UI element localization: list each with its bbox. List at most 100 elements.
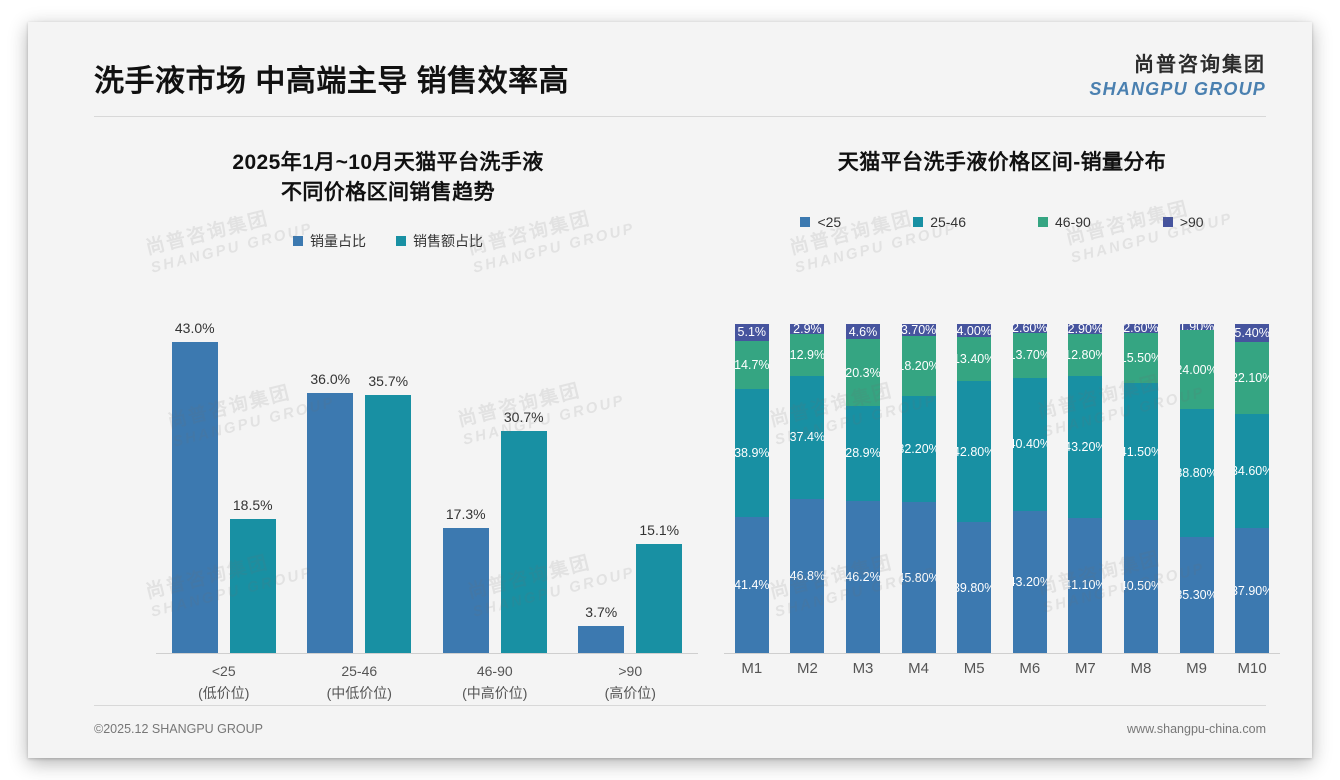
stacked-bar: 5.40% 22.10% 34.60% 37.90% — [1235, 324, 1270, 653]
bar->90-销售额占比[interactable]: 15.1% — [636, 314, 683, 653]
page-title: 洗手液市场 中高端主导 销售效率高 — [94, 65, 570, 98]
x-label-main: >90 — [618, 663, 643, 679]
right-chart-title: 天猫平台洗手液价格区间-销量分布 — [837, 151, 1167, 174]
bar-25-46-销量占比[interactable]: 36.0% — [307, 314, 354, 653]
stack-segment-<25: 46.2% — [845, 500, 880, 653]
x-label-<25: <25 (低价位) — [156, 660, 292, 705]
legend-label: 25-46 — [930, 214, 966, 231]
bar-value-label: 36.0% — [310, 370, 351, 387]
x-label-sub: (高价位) — [604, 685, 656, 702]
stack-segment-label: 32.20% — [902, 442, 936, 457]
stack-segment-25-46: 37.4% — [790, 375, 825, 499]
stack-segment->90: 1.90% — [1179, 324, 1214, 331]
stack-segment-46-90: 20.3% — [845, 339, 880, 406]
left-chart-legend: 销量占比 销售额占比 — [68, 231, 708, 251]
stack-col-M3[interactable]: 4.6% 20.3% 28.9% 46.2% — [835, 324, 891, 653]
x-label-M6: M6 — [1019, 660, 1041, 677]
stack-col-M6[interactable]: 2.60% 13.70% 40.40% 43.20% — [1002, 324, 1058, 653]
chart-panel-volume-distribution: 天猫平台洗手液价格区间-销量分布 <25 25-46 46-90 >90 5.1% 14… — [716, 148, 1288, 708]
bar-value-label: 18.5% — [232, 497, 273, 514]
bar-<25-销售额占比[interactable]: 18.5% — [229, 314, 276, 653]
bar-value-label: 3.7% — [585, 604, 618, 621]
bar-value-label: 17.3% — [445, 505, 486, 522]
legend-swatch-icon — [1162, 217, 1173, 228]
bar-value-label: 30.7% — [503, 408, 544, 425]
legend-item-right-4[interactable]: >90 — [1162, 214, 1204, 231]
bar-group->90: 3.7% 15.1% — [563, 314, 699, 653]
stack-segment-label: 13.40% — [957, 352, 991, 367]
bar->90-销量占比[interactable]: 3.7% — [578, 314, 625, 653]
bar-46-90-销量占比[interactable]: 17.3% — [442, 314, 489, 653]
bar-value-label: 35.7% — [368, 372, 409, 389]
stack-segment-25-46: 41.50% — [1123, 383, 1158, 520]
stack-segment-label: 46.8% — [790, 568, 825, 583]
legend-swatch-icon — [800, 217, 811, 228]
stack-segment-25-46: 42.80% — [957, 381, 992, 523]
left-chart-title-line1: 2025年1月~10月天猫平台洗手液 — [232, 151, 544, 174]
legend-item-left-2[interactable]: 销售额占比 — [396, 231, 483, 251]
stack-segment-25-46: 43.20% — [1068, 375, 1103, 518]
stack-segment-label: 22.10% — [1235, 371, 1269, 386]
stack-col-M1[interactable]: 5.1% 14.7% 38.9% 41.4% — [724, 324, 780, 653]
stack-segment-label: 37.90% — [1235, 583, 1269, 598]
x-label-main: 46-90 — [476, 663, 513, 679]
bar-rect — [229, 519, 276, 653]
x-label->90: >90 (高价位) — [563, 660, 699, 705]
x-label-M7: M7 — [1074, 660, 1096, 677]
stack-col-M8[interactable]: 2.60% 15.50% 41.50% 40.50% — [1113, 324, 1169, 653]
right-chart-plot-area: 5.1% 14.7% 38.9% 41.4% 2.9% 12.9% 37.4% 46.8% 4.… — [724, 324, 1280, 654]
right-chart-legend: <25 25-46 46-90 >90 — [716, 214, 1288, 230]
x-label-M3: M3 — [852, 660, 874, 677]
stack-segment-46-90: 13.40% — [957, 337, 992, 382]
stack-segment-label: 43.20% — [1013, 574, 1047, 589]
legend-label: >90 — [1179, 214, 1204, 231]
stack-segment-label: 3.70% — [901, 324, 936, 337]
stack-segment->90: 4.00% — [957, 324, 992, 338]
stack-col-M4[interactable]: 3.70% 18.20% 32.20% 45.80% — [891, 324, 947, 653]
stack-segment-label: 1.90% — [1180, 324, 1214, 330]
right-chart-stacked-bars: 5.1% 14.7% 38.9% 41.4% 2.9% 12.9% 37.4% 46.8% 4.… — [724, 324, 1280, 653]
left-chart-plot-area: 43.0% 18.5% 36.0% 35.7% 17.3% 30.7% 3.7% 15.1% — [156, 314, 698, 654]
stack-segment-46-90: 22.10% — [1235, 341, 1270, 415]
legend-label: <25 — [817, 214, 842, 231]
bar-value-label: 43.0% — [174, 319, 215, 336]
stack-segment-46-90: 18.20% — [901, 336, 936, 397]
stack-col-M5[interactable]: 4.00% 13.40% 42.80% 39.80% — [946, 324, 1002, 653]
bar-rect — [578, 626, 625, 653]
stack-segment-25-46: 40.40% — [1012, 377, 1047, 511]
stack-col-M2[interactable]: 2.9% 12.9% 37.4% 46.8% — [780, 324, 836, 653]
header-divider — [94, 116, 1266, 117]
x-label-M5: M5 — [963, 660, 985, 677]
stack-segment-label: 14.7% — [734, 357, 769, 372]
stack-segment-<25: 45.80% — [901, 502, 936, 653]
x-label-M4: M4 — [908, 660, 929, 677]
legend-label: 销量占比 — [310, 232, 366, 249]
legend-item-left-1[interactable]: 销量占比 — [293, 231, 366, 251]
stack-segment-46-90: 12.80% — [1068, 333, 1103, 376]
stack-segment->90: 5.1% — [734, 324, 769, 341]
stack-segment-<25: 35.30% — [1179, 536, 1214, 653]
x-label-sub: (中低价位) — [326, 685, 392, 702]
stack-segment-25-46: 34.60% — [1235, 414, 1270, 529]
stack-col-M10[interactable]: 5.40% 22.10% 34.60% 37.90% — [1224, 324, 1280, 653]
stack-segment-<25: 39.80% — [957, 522, 992, 653]
bar-25-46-销售额占比[interactable]: 35.7% — [365, 314, 412, 653]
footer-website: www.shangpu-china.com — [1127, 722, 1266, 736]
stack-segment-25-46: 32.20% — [901, 396, 936, 503]
legend-item-right-3[interactable]: 46-90 — [1038, 214, 1091, 230]
bar-46-90-销售额占比[interactable]: 30.7% — [500, 314, 547, 653]
stack-col-M7[interactable]: 2.90% 12.80% 43.20% 41.10% — [1058, 324, 1114, 653]
legend-item-right-2[interactable]: 25-46 — [913, 214, 966, 230]
stack-col-M9[interactable]: 1.90% 24.00% 38.80% 35.30% — [1169, 324, 1225, 653]
stack-segment-<25: 37.90% — [1235, 528, 1270, 653]
stack-segment-label: 12.9% — [790, 347, 825, 362]
stacked-bar: 2.90% 12.80% 43.20% 41.10% — [1068, 324, 1103, 653]
footer-divider — [94, 705, 1266, 706]
bar-<25-销量占比[interactable]: 43.0% — [171, 314, 218, 653]
stack-segment-label: 46.2% — [845, 569, 880, 584]
x-label-sub: (中高价位) — [462, 685, 528, 702]
legend-label: 46-90 — [1055, 214, 1091, 231]
legend-item-right-1[interactable]: <25 — [800, 214, 841, 230]
x-label-main: <25 — [211, 663, 236, 679]
stack-segment->90: 2.60% — [1123, 324, 1158, 333]
